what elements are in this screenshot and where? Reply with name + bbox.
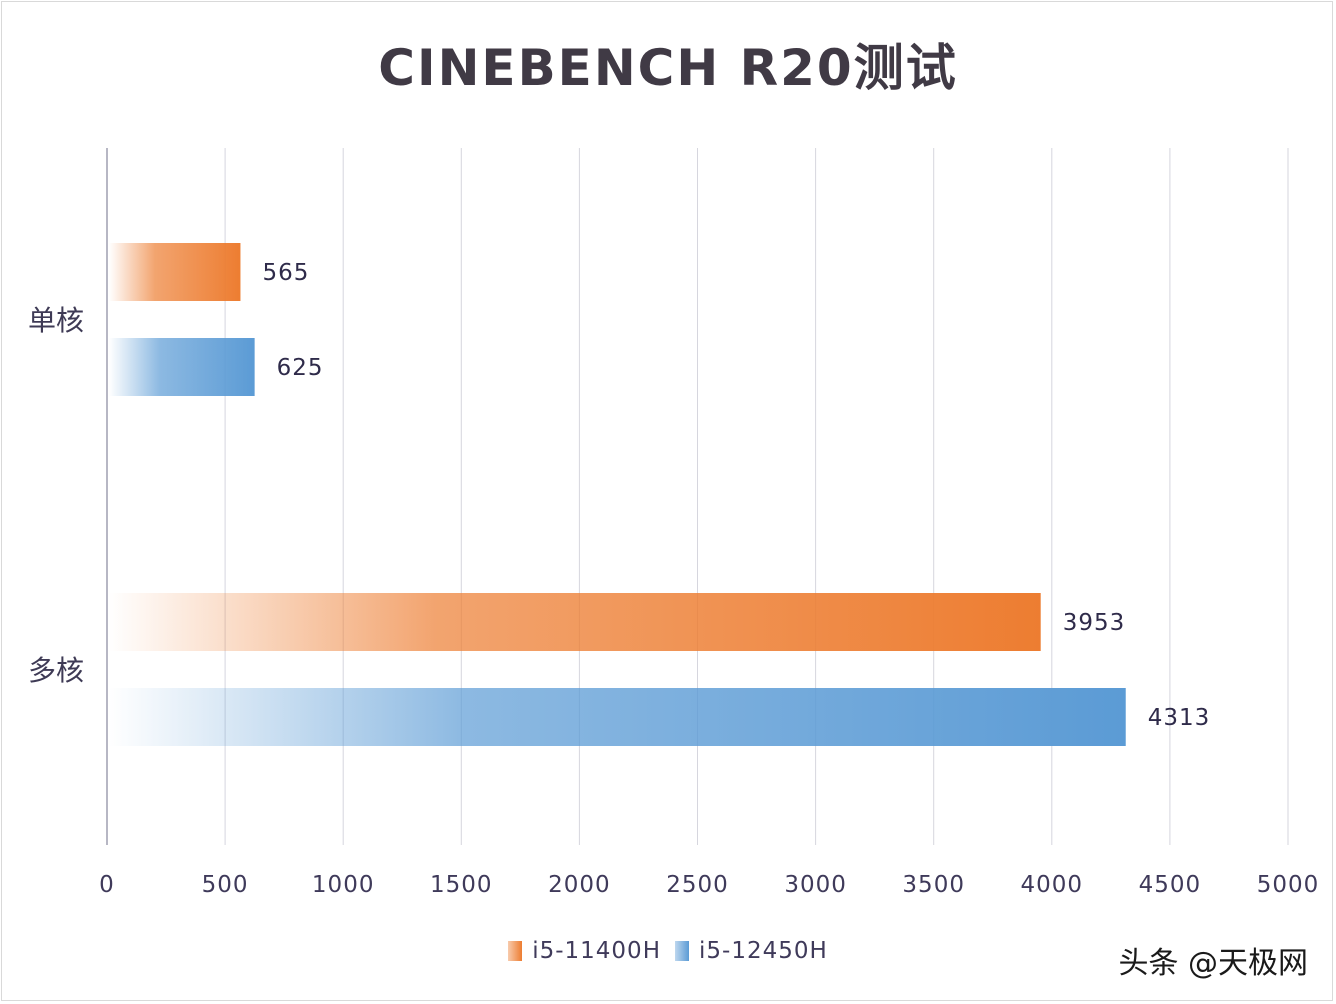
x-tick-label-4500: 4500 (1139, 872, 1202, 898)
x-tick-label-0: 0 (99, 872, 115, 898)
watermark: 头条 @天极网 (1118, 946, 1308, 981)
bar-series-1-category-1 (109, 688, 1126, 746)
category-label-0: 单核 (28, 304, 84, 337)
x-tick-label-2000: 2000 (548, 872, 611, 898)
x-tick-label-500: 500 (202, 872, 249, 898)
bar-series-0-category-0 (109, 243, 241, 301)
x-tick-label-1500: 1500 (430, 872, 493, 898)
legend-item-series-0: i5-11400H (508, 938, 661, 964)
chart-title: CINEBENCH R20测试 (378, 39, 958, 97)
x-tick-label-3000: 3000 (784, 872, 847, 898)
x-tick-label-5000: 5000 (1257, 872, 1320, 898)
data-label-series-0-category-1: 3953 (1063, 610, 1126, 636)
data-label-series-0-category-0: 565 (262, 260, 309, 286)
x-tick-label-2500: 2500 (666, 872, 729, 898)
bar-series-0-category-1 (109, 593, 1041, 651)
x-tick-label-3500: 3500 (902, 872, 965, 898)
legend-label-series-1: i5-12450H (699, 938, 828, 964)
legend-swatch-series-0 (508, 941, 523, 961)
legend-swatch-series-1 (675, 941, 689, 961)
chart-legend: i5-11400H i5-12450H (0, 938, 1336, 964)
category-label-1: 多核 (28, 654, 84, 687)
legend-label-series-0: i5-11400H (532, 938, 661, 964)
data-label-series-1-category-1: 4313 (1148, 705, 1211, 731)
x-tick-label-1000: 1000 (312, 872, 375, 898)
x-tick-label-4000: 4000 (1021, 872, 1084, 898)
bar-series-1-category-0 (109, 338, 255, 396)
data-label-series-1-category-0: 625 (277, 355, 324, 381)
legend-item-series-1: i5-12450H (675, 938, 828, 964)
